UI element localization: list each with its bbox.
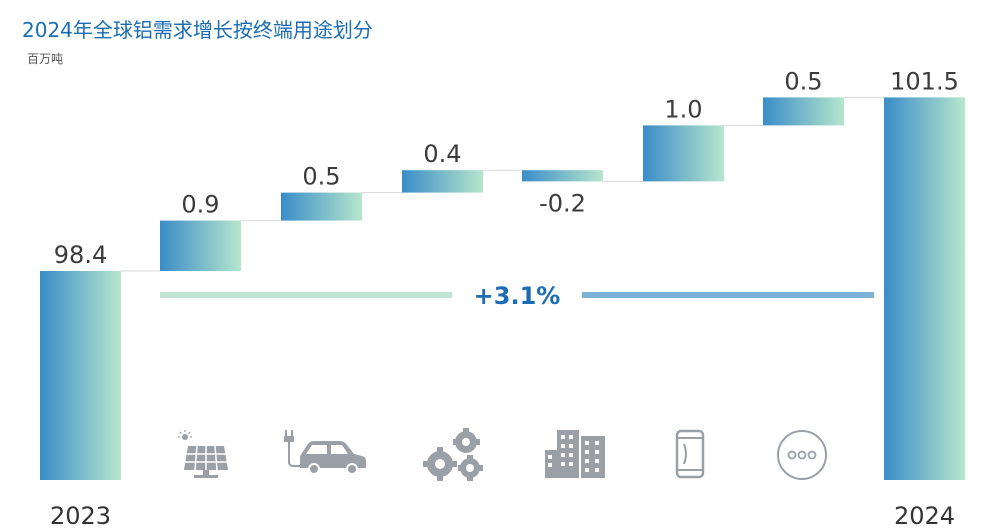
bar-7 — [884, 97, 965, 481]
bars-group — [40, 97, 965, 481]
category-label-2023: 2023 — [50, 502, 111, 530]
value-label-7: 101.5 — [890, 67, 959, 95]
bar-4 — [522, 170, 603, 182]
electric-car-icon — [284, 430, 366, 475]
value-label-6: 0.5 — [784, 67, 822, 95]
chart-title: 2024年全球铝需求增长按终端用途划分 — [22, 18, 373, 42]
bar-3 — [402, 170, 483, 193]
unit-label: 百万吨 — [27, 52, 64, 66]
value-label-2: 0.5 — [302, 163, 340, 191]
value-label-4: -0.2 — [539, 189, 586, 217]
value-label-1: 0.9 — [181, 191, 219, 219]
bar-6 — [763, 97, 844, 126]
buildings-icon — [545, 430, 605, 478]
growth-line-right — [582, 292, 874, 298]
beverage-can-icon — [675, 429, 705, 479]
bar-0 — [40, 271, 121, 480]
bar-5 — [643, 125, 724, 182]
value-label-5: 1.0 — [664, 95, 702, 123]
value-label-0: 98.4 — [54, 241, 107, 269]
growth-indicator: +3.1% — [160, 282, 874, 310]
connector-lines — [121, 96, 884, 272]
solar-panel-icon — [178, 430, 228, 478]
growth-line-left — [160, 292, 452, 298]
bar-1 — [160, 220, 241, 271]
gears-icon — [423, 428, 483, 481]
value-label-3: 0.4 — [423, 140, 461, 168]
growth-label: +3.1% — [474, 282, 561, 310]
more-icon — [777, 430, 827, 480]
category-label-2024: 2024 — [894, 502, 955, 530]
bar-2 — [281, 192, 362, 221]
value-labels-group: 98.4 2023 0.9 0.5 0.4 -0.2 1.0 0.5 101.5 2024 — [50, 67, 959, 530]
